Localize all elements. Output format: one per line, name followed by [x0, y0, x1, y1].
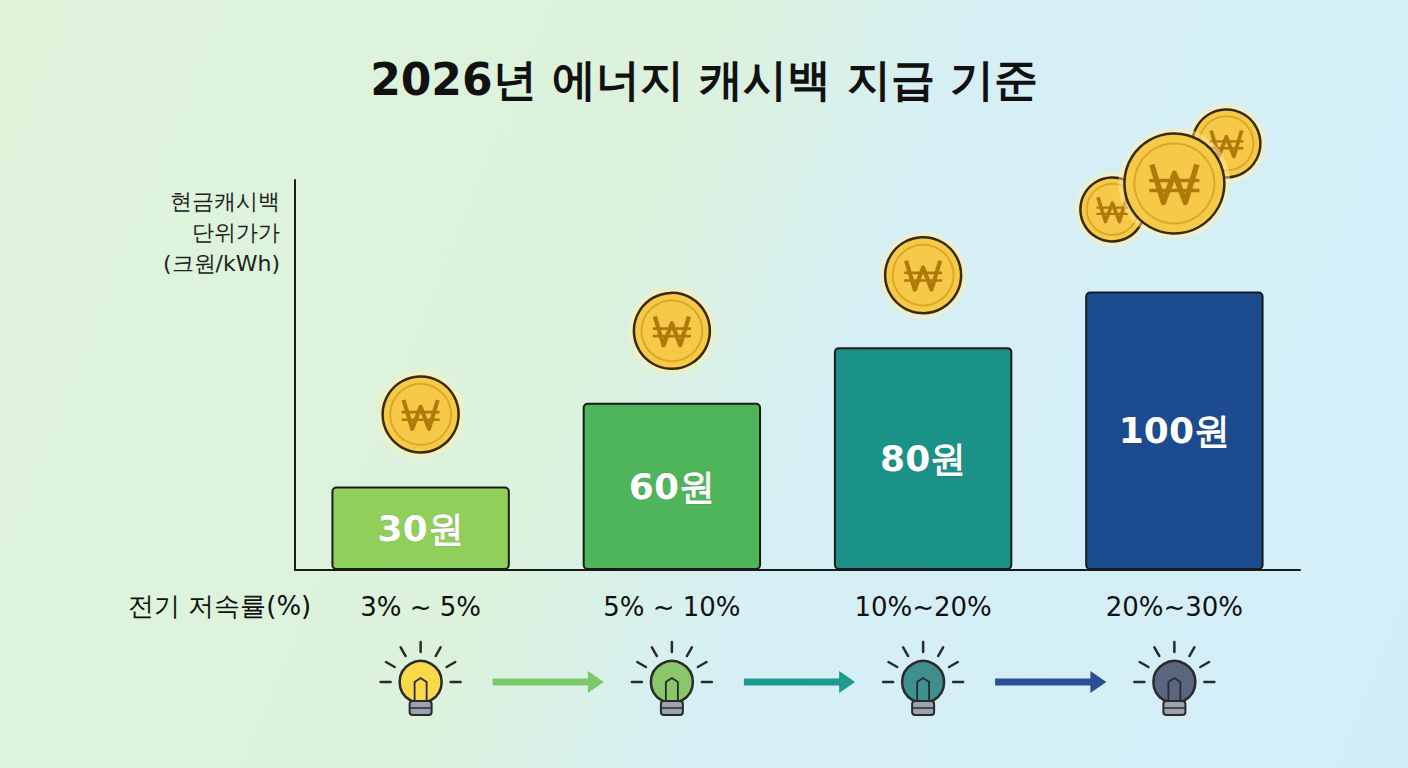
svg-text:100원: 100원	[1119, 410, 1230, 451]
svg-text:(크원/kWh): (크원/kWh)	[163, 251, 280, 276]
svg-text:단위가가: 단위가가	[192, 220, 280, 245]
svg-text:10%~20%: 10%~20%	[854, 592, 991, 622]
svg-text:2026년 에너지 캐시백 지급 기준: 2026년 에너지 캐시백 지급 기준	[370, 54, 1038, 105]
svg-text:30원: 30원	[378, 508, 464, 549]
svg-text:현금캐시백: 현금캐시백	[170, 189, 280, 214]
svg-text:3% ~ 5%: 3% ~ 5%	[360, 592, 481, 622]
svg-text:60원: 60원	[629, 466, 715, 507]
svg-text:전기 저속률(%): 전기 저속률(%)	[128, 591, 311, 621]
svg-text:80원: 80원	[880, 438, 966, 479]
svg-text:5% ~ 10%: 5% ~ 10%	[603, 592, 740, 622]
svg-text:20%~30%: 20%~30%	[1106, 592, 1243, 622]
